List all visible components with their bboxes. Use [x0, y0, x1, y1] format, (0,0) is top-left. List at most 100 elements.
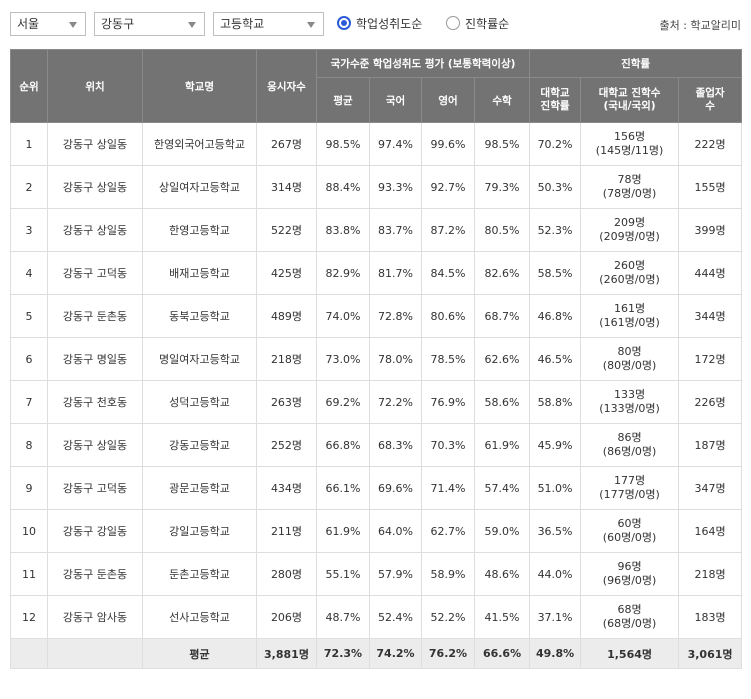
table-row: 4 강동구 고덕동 배재고등학교 425명 82.9% 81.7% 84.5% 82.6% 58…	[10, 251, 743, 295]
radio-unselected-icon	[446, 16, 460, 30]
header-school: 학교명	[142, 49, 257, 123]
univ-count-split: (78명/0명)	[602, 187, 657, 200]
footer-location-cell	[47, 638, 143, 669]
univ-rate-cell: 70.2%	[529, 122, 582, 166]
univ-count-total: 260명	[613, 259, 646, 272]
chevron-down-icon	[307, 22, 315, 28]
korean-cell: 68.3%	[369, 423, 422, 467]
school-ranking-table: 순위 위치 학교명 응시자수 국가수준 학업성취도 평가 (보통학력이상) 진학…	[10, 49, 743, 669]
math-cell: 48.6%	[473, 552, 531, 596]
univ-count-cell: 96명 (96명/0명)	[580, 552, 680, 596]
location-cell: 강동구 천호동	[47, 380, 143, 424]
korean-cell: 72.8%	[369, 294, 422, 338]
table-row: 10 강동구 강일동 강일고등학교 211명 61.9% 64.0% 62.7% 59.0% 3…	[10, 509, 743, 553]
english-cell: 84.5%	[421, 251, 475, 295]
english-cell: 58.9%	[421, 552, 475, 596]
avg-cell: 69.2%	[316, 380, 370, 424]
univ-rate-cell: 36.5%	[529, 509, 582, 553]
univ-count-cell: 78명 (78명/0명)	[580, 165, 680, 209]
korean-cell: 72.2%	[369, 380, 422, 424]
header-examinees: 응시자수	[256, 49, 317, 123]
table-row: 5 강동구 둔촌동 동북고등학교 489명 74.0% 72.8% 80.6% 68.7% 46…	[10, 294, 743, 338]
footer-univ-count: 1,564명	[580, 638, 680, 669]
rank-cell: 12	[10, 595, 48, 639]
math-cell: 82.6%	[473, 251, 531, 295]
school-name-cell: 배재고등학교	[142, 251, 257, 295]
footer-math: 66.6%	[473, 638, 531, 669]
univ-rate-cell: 45.9%	[529, 423, 582, 467]
math-cell: 57.4%	[473, 466, 531, 510]
examinees-cell: 252명	[256, 423, 317, 467]
univ-count-cell: 68명 (68명/0명)	[580, 595, 680, 639]
univ-count-cell: 209명 (209명/0명)	[580, 208, 680, 252]
school-name-cell: 성덕고등학교	[142, 380, 257, 424]
univ-rate-cell: 51.0%	[529, 466, 582, 510]
location-cell: 강동구 둔촌동	[47, 552, 143, 596]
graduates-cell: 222명	[678, 122, 743, 166]
univ-count-split: (86명/0명)	[602, 445, 657, 458]
univ-count-total: 133명	[613, 388, 646, 401]
header-korean: 국어	[369, 77, 422, 123]
district-select[interactable]: 강동구	[94, 12, 205, 36]
examinees-cell: 314명	[256, 165, 317, 209]
region-select-value: 서울	[17, 17, 40, 31]
univ-count-total: 156명	[613, 130, 646, 143]
univ-count-split: (260명/0명)	[599, 273, 660, 286]
table-row: 12 강동구 암사동 선사고등학교 206명 48.7% 52.4% 52.2% 41.5% 3…	[10, 595, 743, 639]
examinees-cell: 218명	[256, 337, 317, 381]
graduates-cell: 164명	[678, 509, 743, 553]
sort-by-advancement-radio[interactable]: 진학률순	[446, 15, 526, 33]
avg-cell: 48.7%	[316, 595, 370, 639]
footer-label: 평균	[142, 638, 257, 669]
math-cell: 58.6%	[473, 380, 531, 424]
header-math: 수학	[473, 77, 531, 123]
location-cell: 강동구 상일동	[47, 122, 143, 166]
sort-by-achievement-radio[interactable]: 학업성취도순	[337, 15, 437, 33]
korean-cell: 97.4%	[369, 122, 422, 166]
school-name-cell: 강일고등학교	[142, 509, 257, 553]
school-level-select[interactable]: 고등학교	[213, 12, 324, 36]
district-select-value: 강동구	[101, 17, 135, 31]
english-cell: 99.6%	[421, 122, 475, 166]
region-select[interactable]: 서울	[10, 12, 86, 36]
school-name-cell: 광문고등학교	[142, 466, 257, 510]
univ-count-split: (177명/0명)	[599, 488, 660, 501]
table-row: 7 강동구 천호동 성덕고등학교 263명 69.2% 72.2% 76.9% 58.6% 58…	[10, 380, 743, 424]
chevron-down-icon	[69, 22, 77, 28]
examinees-cell: 489명	[256, 294, 317, 338]
table-row: 8 강동구 상일동 강동고등학교 252명 66.8% 68.3% 70.3% 61.9% 45…	[10, 423, 743, 467]
table-row: 6 강동구 명일동 명일여자고등학교 218명 73.0% 78.0% 78.5% 62.6%…	[10, 337, 743, 381]
univ-count-total: 96명	[617, 560, 642, 573]
korean-cell: 57.9%	[369, 552, 422, 596]
table-body: 1 강동구 상일동 한영외국어고등학교 267명 98.5% 97.4% 99.6% 98.5…	[10, 122, 743, 639]
avg-cell: 74.0%	[316, 294, 370, 338]
header-location: 위치	[47, 49, 143, 123]
graduates-cell: 155명	[678, 165, 743, 209]
english-cell: 87.2%	[421, 208, 475, 252]
graduates-cell: 183명	[678, 595, 743, 639]
school-name-cell: 상일여자고등학교	[142, 165, 257, 209]
school-name-cell: 둔촌고등학교	[142, 552, 257, 596]
math-cell: 59.0%	[473, 509, 531, 553]
graduates-cell: 444명	[678, 251, 743, 295]
avg-cell: 55.1%	[316, 552, 370, 596]
source-label: 출처 : 학교알리미	[659, 19, 741, 32]
univ-count-cell: 60명 (60명/0명)	[580, 509, 680, 553]
english-cell: 80.6%	[421, 294, 475, 338]
table-row: 3 강동구 상일동 한영고등학교 522명 83.8% 83.7% 87.2% 80.5% 52…	[10, 208, 743, 252]
location-cell: 강동구 둔촌동	[47, 294, 143, 338]
univ-rate-cell: 44.0%	[529, 552, 582, 596]
school-name-cell: 강동고등학교	[142, 423, 257, 467]
univ-rate-cell: 46.8%	[529, 294, 582, 338]
univ-count-cell: 156명 (145명/11명)	[580, 122, 680, 166]
examinees-cell: 211명	[256, 509, 317, 553]
korean-cell: 83.7%	[369, 208, 422, 252]
location-cell: 강동구 고덕동	[47, 466, 143, 510]
header-univ-count: 대학교 진학수 (국내/국외)	[580, 77, 680, 123]
header-univ-rate: 대학교 진학률	[529, 77, 582, 123]
table-row: 1 강동구 상일동 한영외국어고등학교 267명 98.5% 97.4% 99.6% 98.5…	[10, 122, 743, 166]
footer-examinees: 3,881명	[256, 638, 317, 669]
korean-cell: 64.0%	[369, 509, 422, 553]
univ-count-cell: 80명 (80명/0명)	[580, 337, 680, 381]
math-cell: 68.7%	[473, 294, 531, 338]
